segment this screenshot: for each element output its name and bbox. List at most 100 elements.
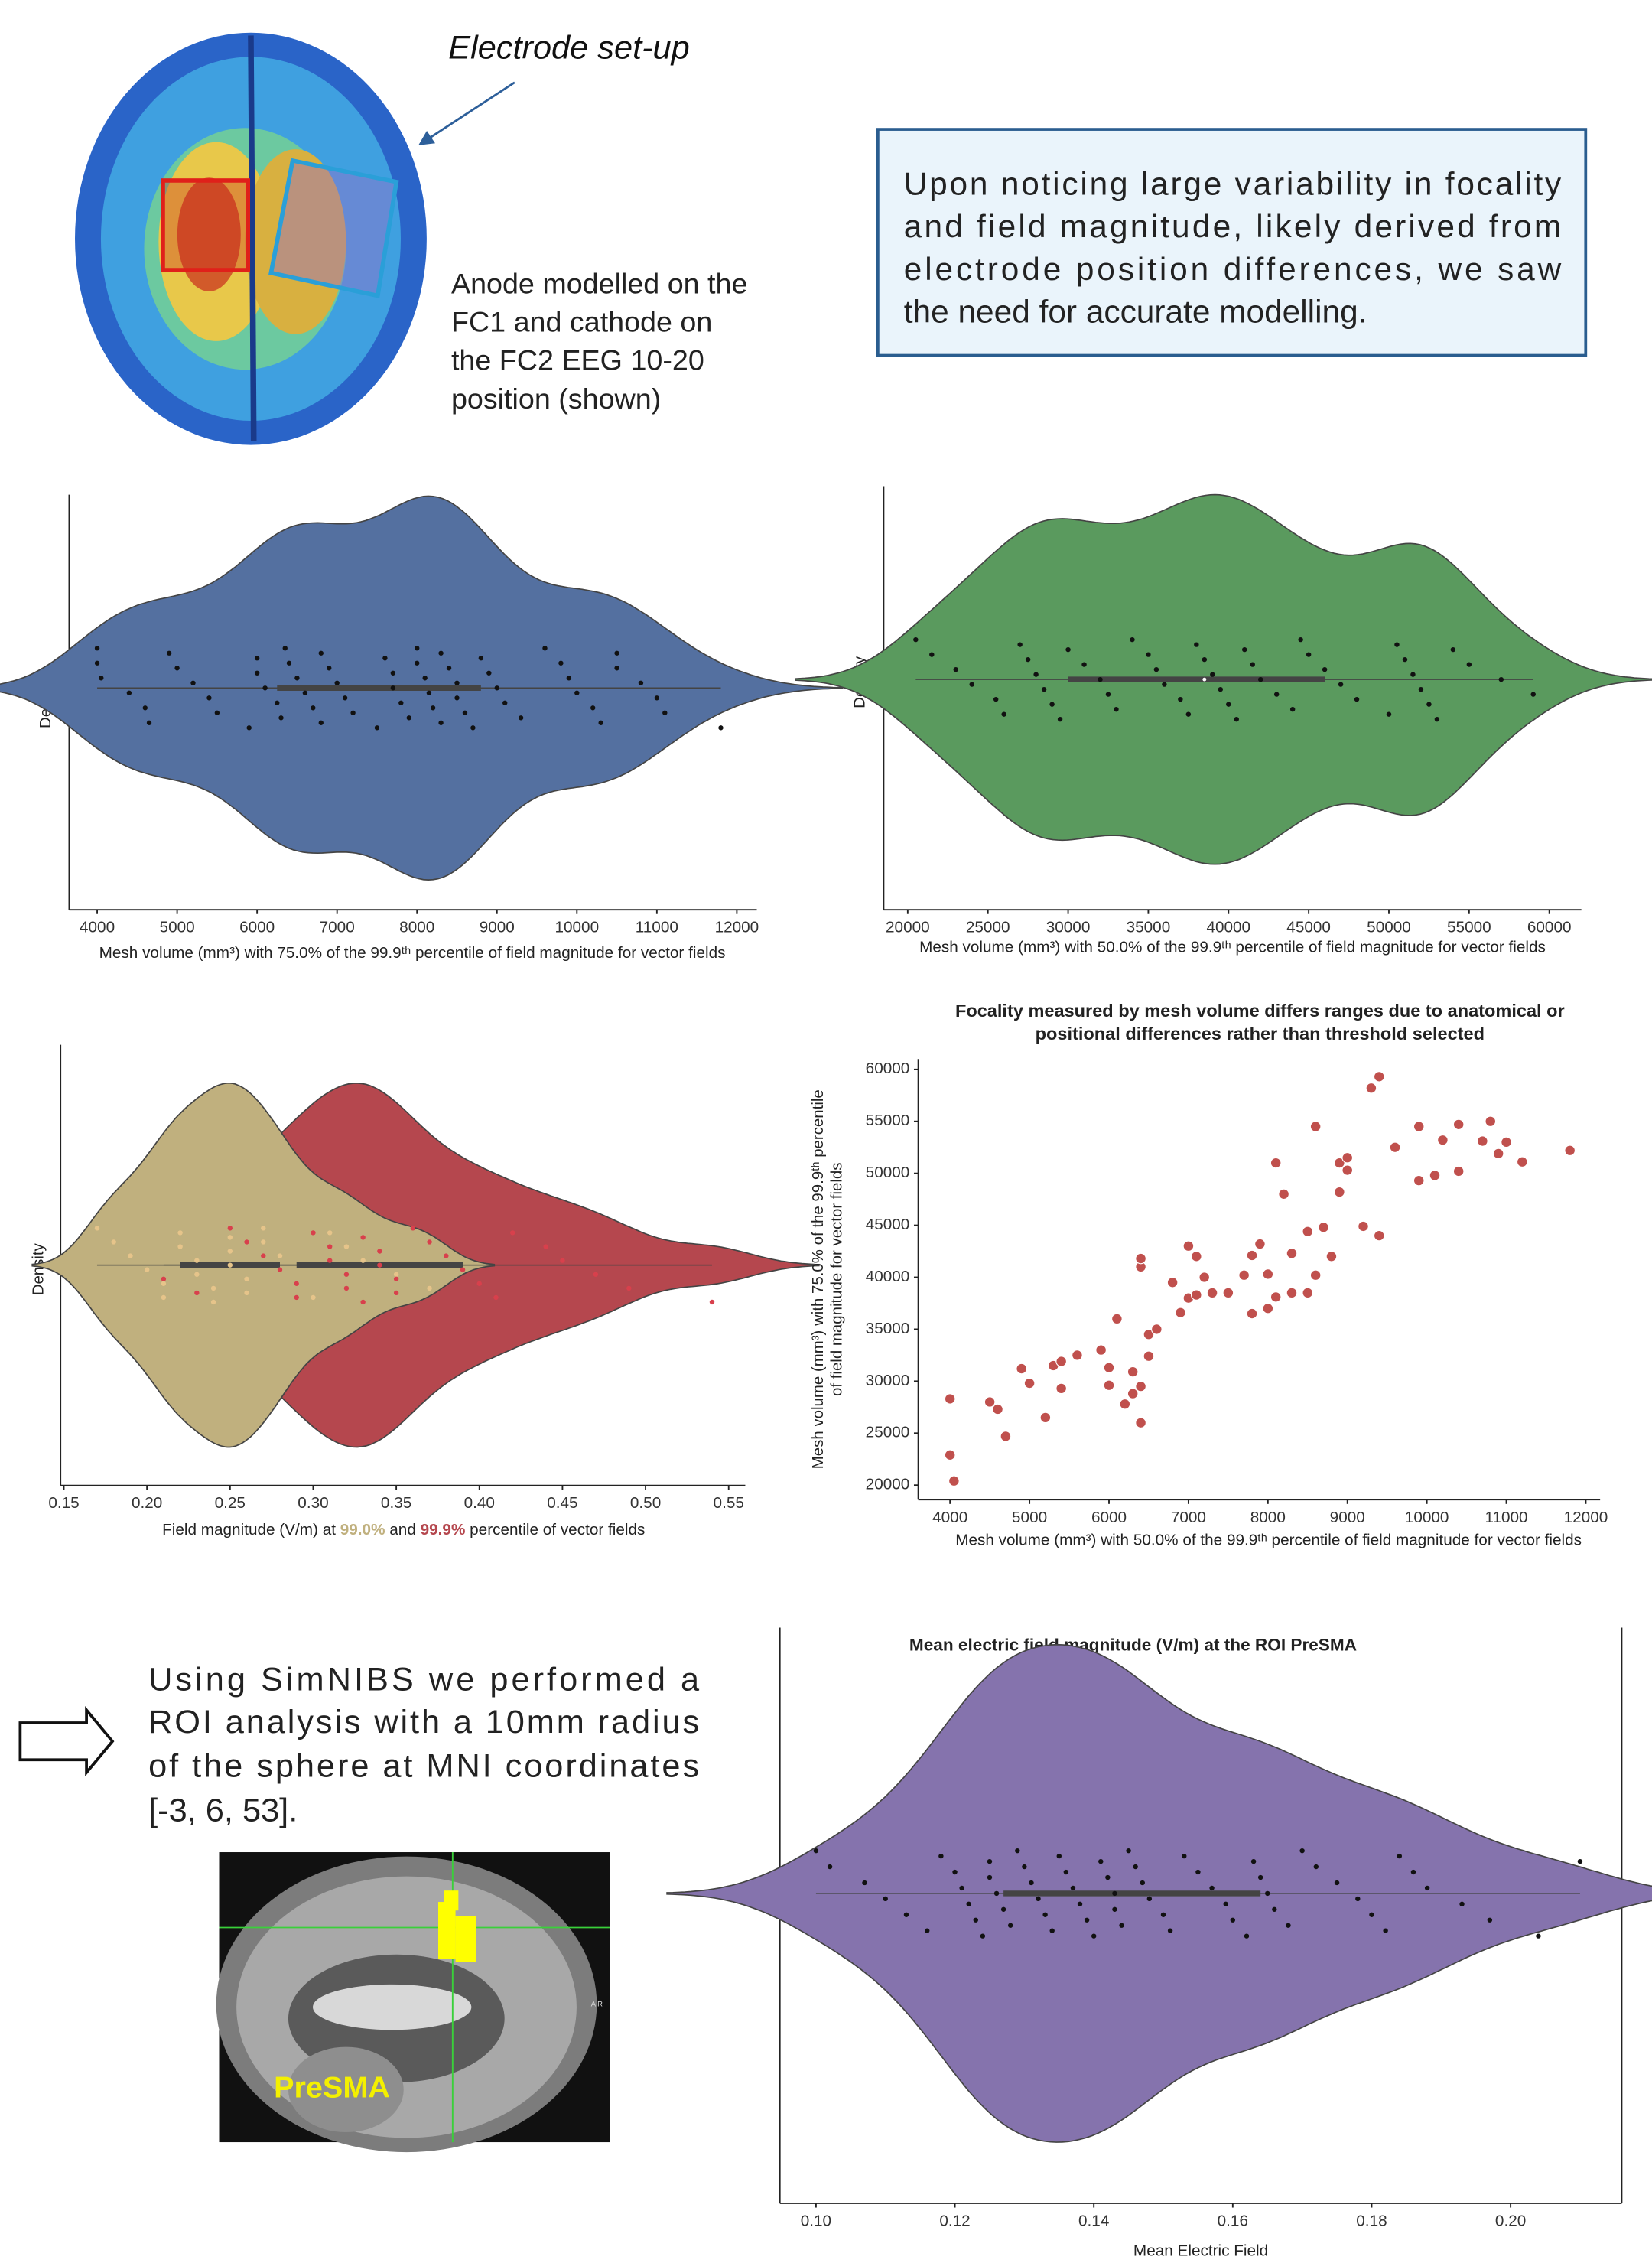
- data-point: [431, 705, 435, 710]
- data-point: [1224, 1902, 1228, 1906]
- x-tick-label: 8000: [1250, 1509, 1286, 1526]
- scatter-point: [1374, 1230, 1385, 1240]
- data-point: [1298, 637, 1302, 642]
- data-point: [244, 1239, 249, 1244]
- data-point: [454, 695, 459, 700]
- data-point: [391, 671, 395, 676]
- scatter-point: [1517, 1157, 1528, 1167]
- data-point: [1029, 1880, 1033, 1885]
- x-tick-label: 50000: [1367, 919, 1411, 936]
- x-tick-label: 10000: [554, 919, 599, 936]
- scatter-point: [1176, 1307, 1186, 1317]
- data-point: [1017, 642, 1022, 646]
- data-point: [1499, 677, 1504, 682]
- y-tick-label: 20000: [866, 1476, 910, 1493]
- y-tick-label: 50000: [866, 1164, 910, 1181]
- data-point: [1154, 667, 1159, 672]
- scatter-point: [1056, 1383, 1067, 1393]
- x-tick-label: 0.18: [1356, 2213, 1387, 2230]
- data-point: [111, 1239, 115, 1244]
- data-point: [283, 646, 288, 650]
- x-axis-label: Mesh volume (mm³) with 50.0% of the 99.9…: [955, 1532, 1582, 1549]
- data-point: [655, 695, 659, 700]
- data-point: [1042, 687, 1046, 692]
- data-point: [974, 1918, 978, 1923]
- x-tick-label: 12000: [715, 919, 759, 936]
- data-point: [311, 1295, 315, 1300]
- data-point: [244, 1277, 249, 1281]
- x-label-part: Field magnitude (V/m) at: [162, 1522, 336, 1539]
- data-point: [360, 1258, 365, 1262]
- data-point: [95, 661, 99, 666]
- data-point: [422, 676, 427, 680]
- data-point: [398, 701, 403, 705]
- data-point: [1244, 1933, 1249, 1938]
- data-point: [993, 697, 998, 702]
- data-point: [1162, 682, 1166, 686]
- data-point: [261, 1253, 265, 1258]
- scatter-point: [1247, 1308, 1257, 1318]
- data-point: [194, 1258, 199, 1262]
- scatter-point: [1485, 1116, 1496, 1126]
- text-line: the FC2 EEG 10-20: [451, 344, 704, 376]
- scatter-point: [1223, 1288, 1234, 1298]
- data-point: [938, 1854, 943, 1858]
- orientation-label: A R: [591, 2000, 603, 2007]
- data-point: [567, 676, 571, 680]
- data-point: [145, 1268, 149, 1272]
- scatter-point: [1183, 1241, 1194, 1251]
- text-line: FC1 and cathode on: [451, 306, 712, 338]
- scatter-point: [1413, 1122, 1424, 1132]
- x-tick-label: 11000: [1485, 1509, 1527, 1526]
- scatter-point: [1040, 1412, 1051, 1422]
- x-tick-label: 55000: [1447, 919, 1491, 936]
- data-point: [1272, 1907, 1276, 1912]
- data-point: [294, 1281, 299, 1286]
- data-point: [1290, 707, 1295, 711]
- y-axis-label: of field magnitude for vector fields: [828, 1162, 845, 1395]
- data-point: [1078, 1902, 1082, 1906]
- scatter-point: [1302, 1288, 1313, 1298]
- scatter-point: [1152, 1324, 1163, 1334]
- data-point: [1242, 647, 1247, 652]
- data-point: [477, 1281, 482, 1286]
- scatter-point: [1438, 1135, 1449, 1145]
- data-point: [1488, 1918, 1492, 1923]
- scatter-point: [1429, 1171, 1440, 1180]
- scatter-point: [1342, 1153, 1353, 1163]
- scatter-point: [1192, 1252, 1202, 1262]
- data-point: [1410, 672, 1415, 676]
- data-point: [228, 1249, 233, 1253]
- y-tick-label: 25000: [866, 1424, 910, 1441]
- x-tick-label: 25000: [966, 919, 1010, 936]
- scatter-point: [1000, 1431, 1011, 1441]
- y-tick-label: 55000: [866, 1112, 910, 1129]
- data-point: [1008, 1923, 1013, 1928]
- x-label-part: 99.0%: [340, 1522, 385, 1539]
- data-point: [394, 1291, 398, 1295]
- x-tick-label: 30000: [1046, 919, 1091, 936]
- data-point: [415, 661, 419, 666]
- data-point: [454, 681, 459, 685]
- x-tick-label: 0.10: [801, 2213, 831, 2230]
- x-tick-label: 10000: [1405, 1509, 1449, 1526]
- scatter-point: [1056, 1356, 1067, 1366]
- scatter-point: [1453, 1119, 1464, 1129]
- data-point: [1218, 687, 1223, 692]
- data-point: [502, 701, 507, 705]
- data-point: [211, 1300, 216, 1304]
- data-point: [560, 1258, 564, 1262]
- data-point: [1146, 652, 1150, 656]
- chart-title: Focality measured by mesh volume differs…: [955, 1001, 1565, 1021]
- data-point: [194, 1272, 199, 1277]
- text-line: the need for accurate modelling.: [904, 294, 1367, 330]
- scatter-point: [1501, 1137, 1512, 1147]
- data-point: [1081, 662, 1086, 666]
- data-point: [954, 667, 958, 672]
- data-point: [1451, 647, 1455, 652]
- x-tick-label: 0.55: [714, 1494, 744, 1512]
- data-point: [1042, 1913, 1047, 1917]
- data-point: [1226, 702, 1231, 707]
- scatter-point: [1255, 1239, 1266, 1249]
